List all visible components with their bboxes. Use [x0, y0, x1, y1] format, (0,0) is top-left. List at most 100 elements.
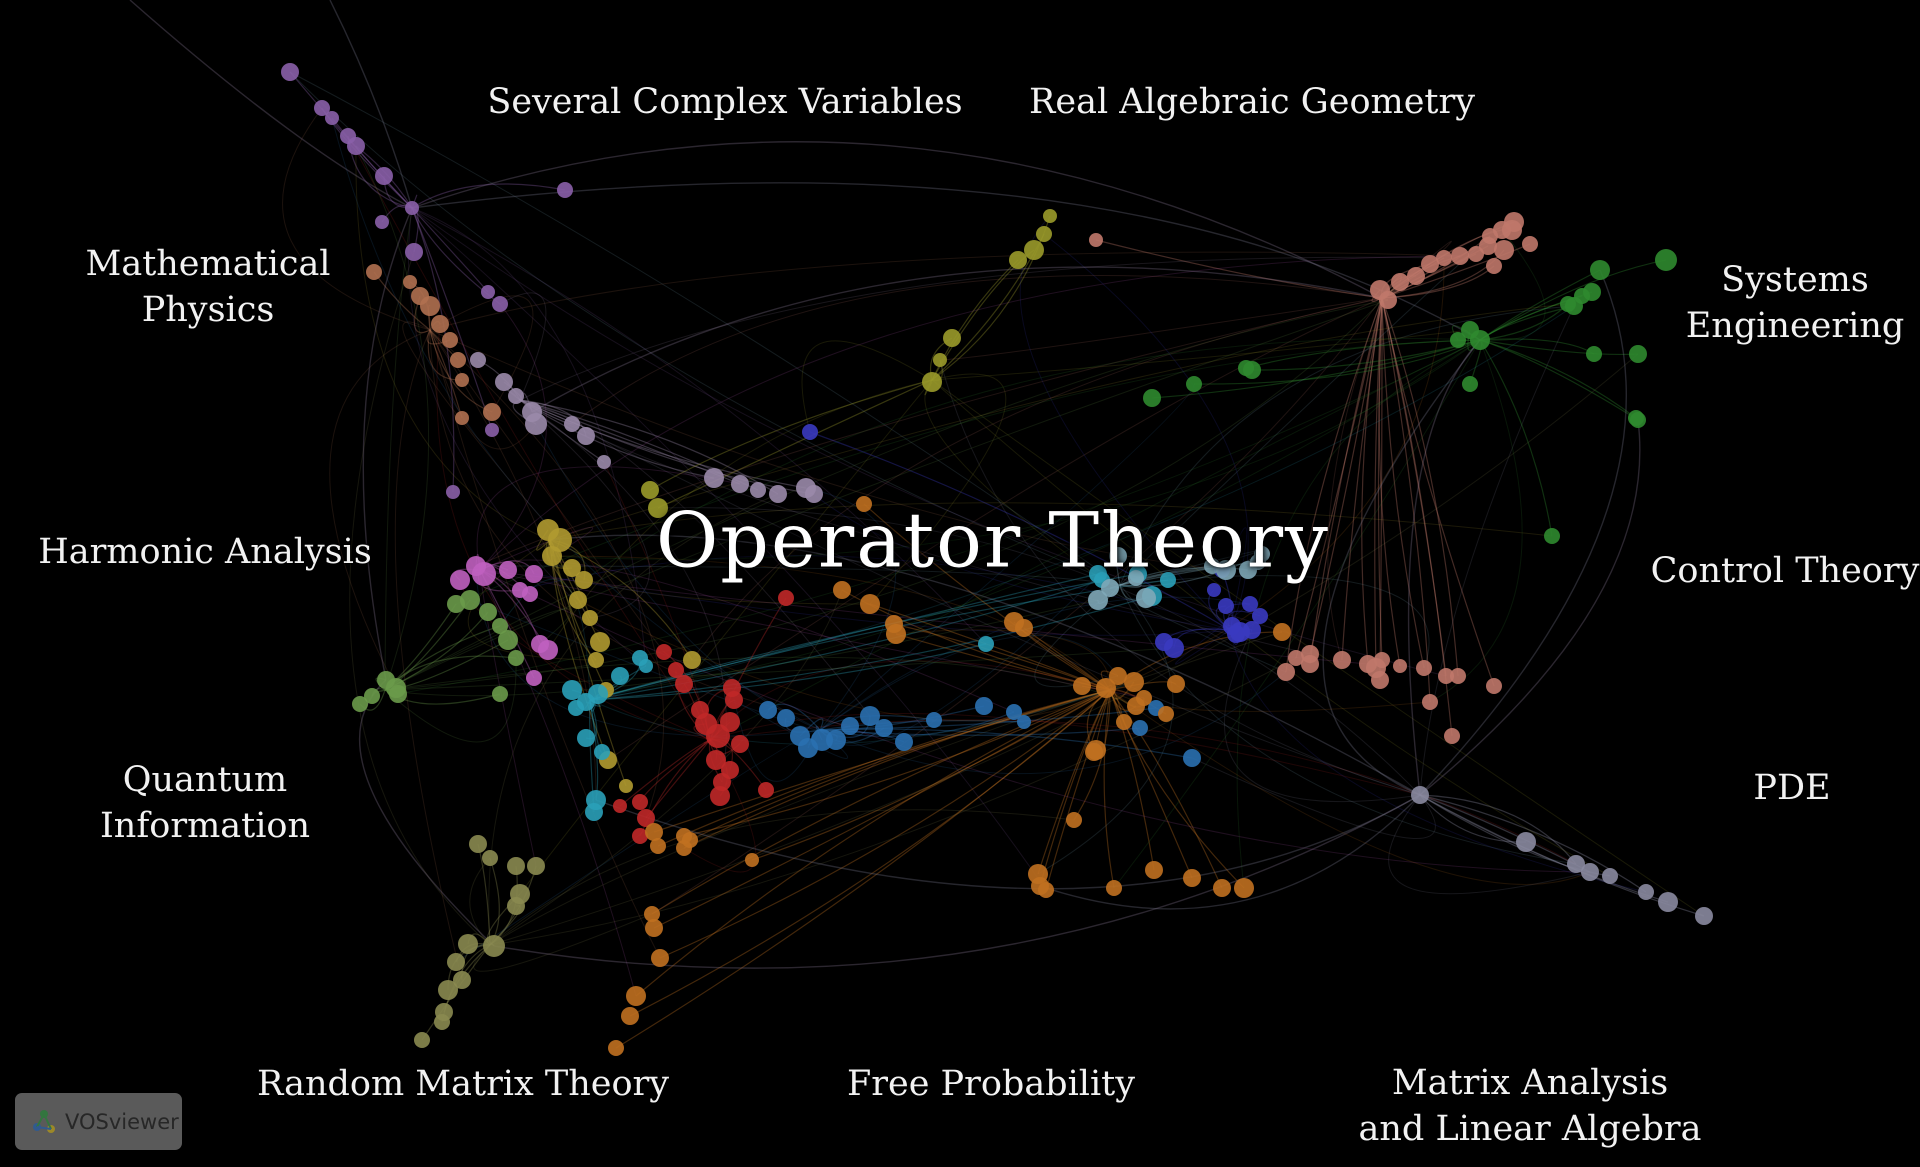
network-node — [508, 650, 524, 666]
network-edge — [597, 339, 1481, 695]
network-node — [639, 659, 653, 673]
network-edge — [1236, 339, 1481, 889]
network-edge — [411, 182, 1481, 341]
network-node — [481, 285, 495, 299]
network-node — [641, 481, 659, 499]
network-node — [1186, 376, 1202, 392]
network-edge — [653, 689, 1111, 833]
network-node — [613, 799, 627, 813]
network-node — [1450, 668, 1466, 684]
network-node — [1116, 714, 1132, 730]
network-edge — [1251, 339, 1481, 371]
network-node — [841, 717, 859, 735]
network-edge — [358, 679, 495, 947]
network-node — [1444, 728, 1460, 744]
network-node — [492, 618, 508, 634]
network-edge — [519, 399, 807, 489]
network-edge — [411, 141, 1383, 299]
network-edge — [1479, 303, 1569, 341]
network-edge — [1381, 297, 1459, 677]
network-edge — [549, 539, 693, 661]
network-edge — [805, 487, 1231, 631]
network-edge — [1479, 339, 1637, 419]
network-node — [1183, 749, 1201, 767]
network-node — [548, 528, 572, 552]
network-edge — [479, 255, 1461, 571]
network-node — [455, 411, 469, 425]
network-node — [1436, 250, 1452, 266]
network-edge — [411, 207, 987, 645]
network-node — [563, 559, 581, 577]
network-node — [588, 652, 604, 668]
network-node — [446, 485, 460, 499]
network-node — [1024, 240, 1044, 260]
network-node — [1628, 410, 1644, 426]
network-node — [632, 828, 648, 844]
network-edge — [717, 339, 1481, 737]
network-edge — [1285, 297, 1383, 673]
network-edge — [489, 589, 843, 946]
network-node — [1333, 651, 1351, 669]
network-edge — [384, 599, 1099, 697]
network-edge — [1419, 794, 1669, 903]
network-node — [860, 706, 880, 726]
network-node — [1017, 715, 1031, 729]
network-node — [1638, 884, 1654, 900]
network-node — [1015, 619, 1033, 637]
network-edge — [329, 0, 413, 209]
network-node — [1127, 697, 1145, 715]
network-node — [1486, 678, 1502, 694]
network-edge — [429, 329, 537, 450]
network-nodes — [281, 63, 1713, 1056]
network-node — [569, 591, 587, 609]
network-edge — [1419, 419, 1641, 796]
network-edge — [691, 297, 1383, 661]
network-node — [469, 835, 487, 853]
network-node — [1277, 663, 1295, 681]
network-node — [492, 296, 508, 312]
network-node — [1421, 255, 1439, 273]
network-edge — [1309, 297, 1383, 665]
network-node — [648, 498, 668, 518]
network-node — [650, 838, 666, 854]
network-node — [575, 571, 593, 589]
watermark-text: VOSviewer — [65, 1109, 179, 1134]
network-node — [1207, 583, 1221, 597]
network-node — [389, 685, 407, 703]
network-node — [978, 636, 994, 652]
network-node — [1486, 258, 1502, 274]
vosviewer-watermark: VOSviewer — [15, 1093, 182, 1150]
network-node — [526, 670, 542, 686]
network-node — [347, 137, 365, 155]
network-node — [512, 582, 528, 598]
network-node — [683, 651, 701, 669]
network-edge — [1381, 297, 1425, 669]
network-edge — [571, 275, 1383, 425]
network-edge — [427, 329, 463, 381]
network-node — [1590, 260, 1610, 280]
network-node — [720, 712, 740, 732]
network-node — [1273, 623, 1291, 641]
network-node — [352, 696, 368, 712]
network-edge — [1381, 265, 1495, 299]
network-node — [805, 485, 823, 503]
network-edge — [657, 689, 1111, 847]
network-edge — [411, 207, 647, 667]
network-edge — [519, 399, 651, 619]
network-edge — [819, 671, 1287, 775]
network-edge — [1045, 689, 1111, 891]
network-edge — [1037, 689, 1111, 875]
label-random-matrix-theory: Random Matrix Theory — [256, 1064, 670, 1104]
network-node — [1242, 596, 1258, 612]
network-edge — [479, 559, 1015, 713]
network-node — [1560, 296, 1576, 312]
network-node — [1393, 659, 1407, 673]
network-edge — [519, 399, 779, 495]
network-edge — [1419, 269, 1627, 796]
network-node — [1227, 625, 1245, 643]
network-node — [1167, 675, 1185, 693]
network-node — [731, 475, 749, 493]
network-node — [483, 403, 501, 421]
network-edge — [651, 689, 1111, 915]
